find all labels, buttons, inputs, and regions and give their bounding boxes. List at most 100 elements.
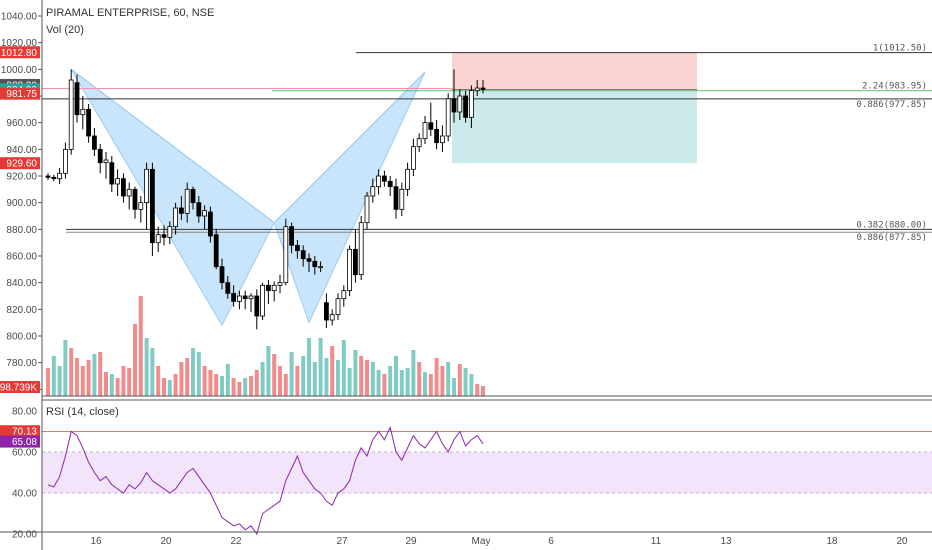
pattern-triangle-xab bbox=[70, 68, 275, 327]
price-tag-bg bbox=[0, 87, 40, 100]
candle-body bbox=[376, 175, 382, 188]
date-tick-label: May bbox=[472, 536, 491, 547]
volume-bar bbox=[428, 374, 433, 396]
candle-body bbox=[265, 284, 271, 292]
price-tick-label: 1040.00 bbox=[1, 12, 38, 23]
position-zones bbox=[452, 52, 697, 164]
volume-bar bbox=[283, 374, 288, 396]
candle-body bbox=[358, 222, 364, 276]
volume-bar bbox=[278, 366, 282, 396]
candle-body bbox=[323, 302, 329, 321]
candle-body bbox=[271, 284, 277, 292]
volume-bar bbox=[144, 338, 149, 396]
volume-bar bbox=[69, 348, 74, 396]
harmonic-pattern bbox=[70, 68, 426, 327]
candle-body bbox=[329, 314, 335, 321]
volume-bar bbox=[225, 364, 230, 396]
volume-bar bbox=[237, 382, 242, 396]
chart-title: PIRAMAL ENTERPRISE, 60, NSE bbox=[46, 7, 214, 19]
volume-bar bbox=[104, 372, 108, 396]
candle-body bbox=[45, 175, 51, 178]
candle-body bbox=[468, 90, 474, 118]
candle-body bbox=[109, 162, 115, 185]
candle-body bbox=[277, 282, 283, 286]
candle-body bbox=[132, 188, 138, 210]
candle-body bbox=[416, 138, 422, 148]
axes: 1040.001020.001000.00980.00960.00940.009… bbox=[0, 12, 908, 547]
volume-bar bbox=[347, 368, 352, 396]
candle-body bbox=[318, 266, 324, 269]
rsi-label: RSI (14, close) bbox=[46, 406, 119, 418]
price-tag: 929.60 bbox=[6, 159, 37, 170]
volume-bar bbox=[254, 370, 259, 396]
candle-body bbox=[341, 290, 347, 300]
volume-bar bbox=[249, 376, 253, 396]
candle-body bbox=[213, 234, 219, 268]
rsi-band-rect bbox=[42, 452, 932, 493]
volume-bar bbox=[109, 374, 114, 396]
candle-body bbox=[231, 292, 237, 302]
volume-bar bbox=[272, 354, 277, 396]
candle-body bbox=[190, 188, 196, 204]
volume-bar bbox=[312, 362, 317, 396]
date-tick-label: 20 bbox=[160, 536, 172, 547]
candle-body bbox=[294, 244, 300, 252]
candle-body bbox=[335, 298, 341, 316]
candle-body bbox=[225, 282, 231, 294]
volume-bar bbox=[75, 358, 79, 396]
candle-body bbox=[63, 148, 68, 174]
volume-bar bbox=[359, 356, 364, 396]
candle-body bbox=[254, 295, 260, 317]
candle-body bbox=[202, 210, 208, 217]
candle-body bbox=[439, 135, 445, 144]
candle-body bbox=[463, 95, 469, 118]
candle-body bbox=[393, 186, 399, 210]
candle-body bbox=[97, 148, 103, 164]
volume-bar bbox=[63, 340, 68, 396]
price-tick-label: 1000.00 bbox=[1, 65, 38, 76]
volume-bar bbox=[202, 366, 207, 396]
volume-bar bbox=[266, 346, 271, 396]
candle-body bbox=[80, 108, 86, 116]
candle-body bbox=[289, 226, 295, 246]
volume-bar bbox=[133, 324, 137, 396]
volume-bar bbox=[452, 378, 456, 396]
candle-body bbox=[167, 226, 173, 238]
volume-bar bbox=[394, 356, 398, 396]
date-tick-label: 22 bbox=[230, 536, 242, 547]
volume-bar bbox=[80, 366, 85, 396]
candle-body bbox=[474, 87, 480, 92]
volume-bar bbox=[289, 352, 294, 396]
candle-body bbox=[57, 172, 62, 180]
volume-label: Vol (20) bbox=[46, 24, 84, 36]
date-tick-label: 29 bbox=[405, 536, 417, 547]
candle-body bbox=[260, 284, 266, 317]
pattern-link-xb bbox=[70, 68, 275, 224]
volume-bar bbox=[196, 352, 201, 396]
price-tick-label: 940.00 bbox=[6, 145, 37, 156]
candle-body bbox=[347, 248, 353, 292]
rsi-tick-label: 40.00 bbox=[12, 489, 37, 500]
price-tick-label: 780.00 bbox=[6, 358, 37, 369]
volume-bar bbox=[185, 358, 190, 396]
volume-bar bbox=[127, 368, 132, 396]
volume-bar bbox=[341, 340, 346, 396]
volume-bar bbox=[405, 368, 410, 396]
volume-bar bbox=[208, 370, 213, 396]
volume-bar bbox=[260, 362, 265, 396]
fib-label: 0.886(977.85) bbox=[857, 100, 927, 110]
date-tick-label: 27 bbox=[336, 536, 348, 547]
candle-body bbox=[451, 98, 457, 113]
date-tick-label: 6 bbox=[548, 536, 554, 547]
price-tick-label: 820.00 bbox=[6, 305, 37, 316]
date-tick-label: 18 bbox=[826, 536, 838, 547]
volume-bar bbox=[57, 366, 62, 396]
fib-label: 0.886(877.85) bbox=[857, 233, 927, 243]
candle-body bbox=[196, 202, 202, 217]
volume-bar bbox=[434, 358, 439, 396]
volume-bar bbox=[481, 386, 485, 396]
price-tick-label: 840.00 bbox=[6, 278, 37, 289]
volume-bar bbox=[353, 350, 358, 396]
